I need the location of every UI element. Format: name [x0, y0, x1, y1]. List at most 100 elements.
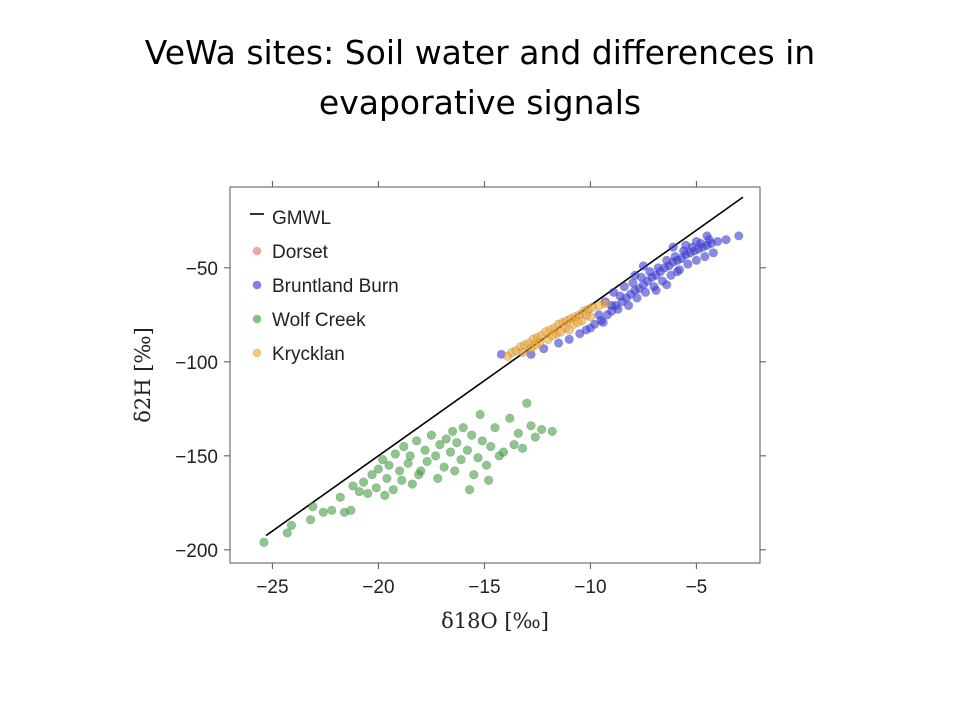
bruntland-burn-point [609, 287, 619, 297]
wolf-creek-point [498, 447, 509, 457]
wolf-creek-point [481, 460, 492, 470]
x-tick-label: −20 [362, 577, 394, 598]
wolf-creek-point [456, 455, 466, 465]
slide-title-line-2: evaporative signals [318, 83, 642, 122]
bruntland-burn-point [564, 334, 574, 344]
bruntland-burn-point [734, 231, 744, 241]
wolf-creek-point [286, 520, 297, 531]
legend-swatch-bruntland-burn [252, 280, 262, 290]
legend-label-krycklan: Krycklan [272, 344, 345, 365]
wolf-creek-point [373, 464, 384, 474]
wolf-creek-point [305, 515, 316, 525]
wolf-creek-point [426, 430, 437, 440]
bruntland-burn-point [668, 242, 678, 252]
y-tick-label: −150 [175, 447, 218, 468]
legend-label-dorset: Dorset [272, 242, 329, 263]
bruntland-burn-point [585, 323, 596, 333]
wolf-creek-point [382, 473, 392, 484]
wolf-creek-point [445, 447, 456, 457]
wolf-creek-point [371, 483, 381, 493]
legend-label-gmwl: GMWL [272, 208, 331, 229]
wolf-creek-point [464, 485, 475, 495]
wolf-creek-point [450, 466, 460, 476]
bruntland-burn-point [613, 304, 623, 314]
wolf-creek-point [422, 456, 432, 467]
wolf-creek-point [390, 449, 400, 459]
wolf-creek-point [513, 428, 523, 438]
legend-swatch-wolf-creek [252, 314, 262, 324]
wolf-creek-point [547, 426, 557, 437]
bruntland-burn-point [702, 231, 712, 241]
wolf-creek-point [431, 451, 441, 461]
x-tick-label: −5 [686, 577, 708, 598]
wolf-creek-point [490, 423, 500, 433]
wolf-creek-point [363, 488, 373, 499]
wolf-creek-point [354, 486, 364, 497]
krycklan-point [564, 325, 574, 335]
wolf-creek-point [407, 479, 417, 489]
wolf-creek-point [282, 528, 292, 538]
bruntland-burn-point [708, 248, 718, 258]
wolf-creek-point [367, 470, 377, 480]
wolf-creek-point [435, 439, 445, 450]
slide-title-line-1: VeWa sites: Soil water and differences i… [144, 33, 816, 72]
wolf-creek-point [405, 451, 415, 461]
slide-title: VeWa sites: Soil water and differences i… [0, 28, 960, 128]
krycklan-point [573, 317, 583, 327]
bruntland-burn-point [594, 310, 604, 320]
wolf-creek-point [397, 475, 407, 485]
wolf-creek-point [441, 434, 451, 444]
wolf-creek-point [414, 470, 424, 480]
wolf-creek-point [388, 485, 398, 495]
wolf-creek-point [327, 505, 337, 515]
wolf-creek-point [473, 453, 483, 463]
wolf-creek-point [452, 438, 462, 448]
wolf-creek-point [259, 537, 269, 547]
krycklan-point [547, 330, 557, 341]
wolf-creek-point [378, 455, 388, 465]
x-tick-label: −10 [574, 577, 606, 598]
bruntland-burn-point [662, 255, 672, 265]
x-tick-label: −15 [468, 577, 500, 598]
krycklan-point [530, 340, 540, 350]
wolf-creek-point [530, 432, 540, 442]
legend-label-bruntland-burn: Bruntland Burn [272, 276, 399, 297]
wolf-creek-point [346, 505, 356, 515]
bruntland-burn-point [662, 280, 672, 290]
bruntland-burn-point [691, 236, 702, 247]
wolf-creek-point [384, 460, 394, 470]
bruntland-burn-point [651, 285, 661, 296]
wolf-creek-point [348, 481, 358, 491]
bruntland-burn-point [721, 235, 731, 245]
bruntland-burn-point [670, 251, 680, 262]
krycklan-point [517, 347, 528, 358]
bruntland-burn-point [672, 267, 682, 277]
wolf-creek-point [411, 436, 422, 446]
wolf-creek-point [509, 439, 519, 450]
y-tick-label: −200 [175, 541, 218, 562]
wolf-creek-point [505, 413, 515, 423]
bruntland-burn-point [645, 267, 655, 277]
wolf-creek-point [517, 443, 528, 453]
wolf-creek-point [439, 462, 449, 472]
x-axis-label: δ18O [‰] [441, 609, 549, 633]
bruntland-burn-point [712, 236, 723, 247]
bruntland-burn-point [653, 263, 663, 273]
wolf-creek-point [486, 441, 496, 452]
bruntland-burn-point [632, 293, 642, 303]
y-tick-label: −50 [186, 259, 218, 280]
bruntland-burn-point [700, 251, 710, 262]
krycklan-point [600, 298, 610, 309]
wolf-creek-point [318, 507, 328, 517]
wolf-creek-point [395, 466, 405, 476]
bruntland-burn-point [553, 338, 564, 348]
wolf-creek-point [522, 398, 532, 408]
legend-swatch-krycklan [252, 348, 262, 358]
bruntland-burn-point [623, 300, 634, 311]
bruntland-burn-point [681, 240, 691, 250]
wolf-creek-point [380, 490, 390, 500]
wolf-creek-point [484, 475, 494, 485]
wolf-creek-point [526, 421, 536, 431]
wolf-creek-point [469, 470, 479, 480]
bruntland-burn-point [638, 261, 649, 271]
